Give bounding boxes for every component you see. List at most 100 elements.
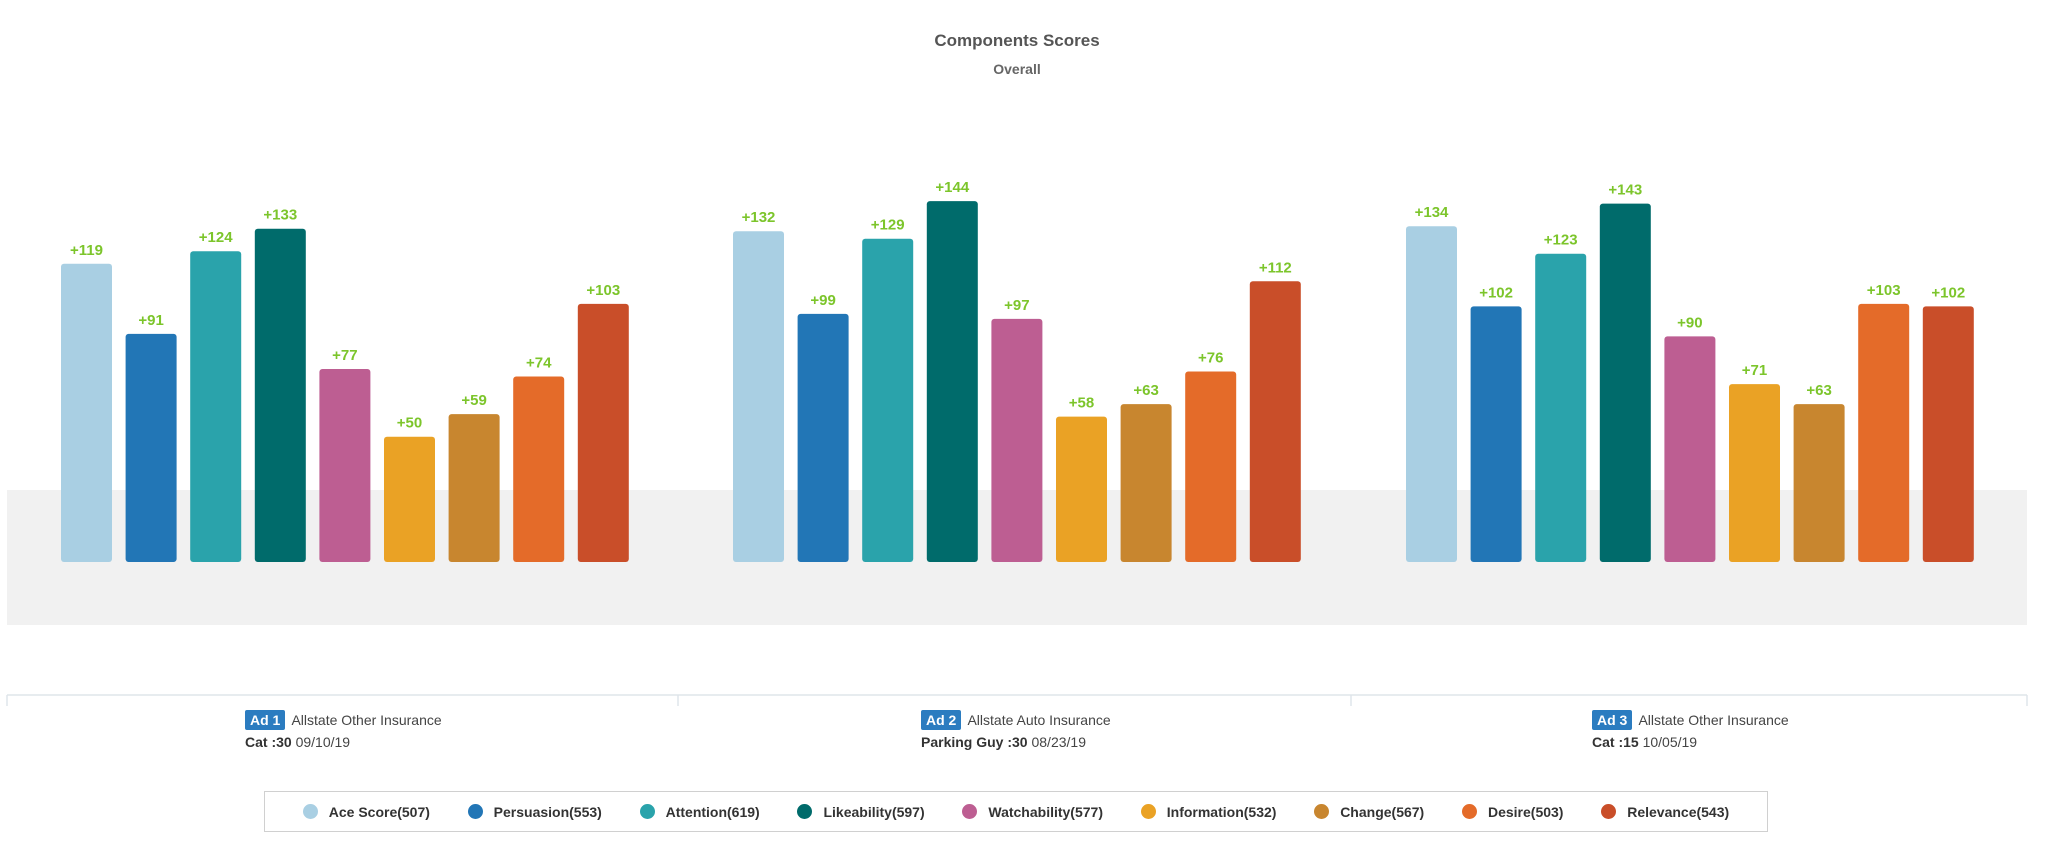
legend-item-ace-score[interactable]: Ace Score(507) [302, 803, 430, 820]
legend-label: Likeability(597) [823, 803, 925, 820]
bar-relevance[interactable] [1249, 281, 1301, 562]
bar-value-label: +76 [1198, 350, 1223, 367]
bar-relevance[interactable] [577, 303, 629, 562]
bar-value-label: +77 [332, 347, 357, 364]
ad-name: Allstate Auto Insurance [967, 712, 1111, 728]
ad-date: 10/05/19 [1642, 734, 1698, 750]
bar-value-label: +90 [1677, 314, 1702, 331]
bars-layer: +119 +91 +124 +133 +77 +50 +59 +74 +103 +132 +99 +1… [61, 179, 1974, 562]
legend-item-watchability[interactable]: Watchability(577) [962, 804, 1103, 820]
ad-badge: Ad 2 [921, 710, 962, 730]
bar-attention[interactable] [862, 238, 914, 562]
bar-likeability[interactable] [254, 228, 306, 562]
legend-swatch [467, 804, 483, 819]
bar-information[interactable] [1729, 384, 1780, 562]
bar-value-label: +59 [461, 392, 486, 409]
bar-value-label: +71 [1742, 362, 1767, 379]
legend-item-change[interactable]: Change(567) [1314, 804, 1424, 820]
bar-value-label: +119 [70, 242, 103, 259]
bar-value-label: +133 [263, 207, 297, 224]
ad-info-3: Ad 3 Allstate Other Insurance Cat :15 10… [1592, 709, 1789, 753]
bar-information[interactable] [1056, 416, 1107, 562]
bar-value-label: +129 [871, 217, 905, 234]
ad-badge: Ad 1 [245, 710, 286, 730]
legend-item-likeability[interactable]: Likeability(597) [797, 803, 925, 820]
bar-relevance[interactable] [1922, 306, 1974, 562]
bar-desire[interactable] [1185, 371, 1237, 563]
bar-value-label: +132 [742, 209, 776, 226]
legend-swatch [1601, 804, 1617, 819]
bar-likeability[interactable] [1599, 203, 1651, 562]
bar-persuasion[interactable] [797, 313, 849, 562]
ad-spot: Parking Guy :30 [921, 734, 1028, 750]
bar-value-label: +124 [199, 229, 233, 246]
bar-value-label: +102 [1479, 284, 1513, 301]
bar-persuasion[interactable] [125, 333, 177, 562]
legend-item-persuasion[interactable]: Persuasion(553) [467, 803, 602, 820]
bar-desire[interactable] [1858, 303, 1910, 562]
bar-value-label: +74 [526, 355, 552, 372]
legend-item-desire[interactable]: Desire(503) [1461, 803, 1564, 820]
bar-value-label: +97 [1004, 297, 1029, 314]
bar-value-label: +123 [1544, 232, 1578, 249]
legend: Ace Score(507) Persuasion(553) Attention… [264, 791, 1768, 832]
ad-badge: Ad 3 [1592, 710, 1633, 730]
ad-name: Allstate Other Insurance [291, 712, 442, 728]
legend-label: Relevance(543) [1627, 803, 1730, 820]
legend-swatch [1314, 804, 1330, 819]
component-scores-chart: Components Scores Overall +119 +91 +124 +13… [6, 31, 2028, 706]
bar-value-label: +143 [1608, 182, 1642, 199]
ad-name: Allstate Other Insurance [1638, 712, 1789, 728]
bar-value-label: +91 [138, 312, 163, 329]
bar-likeability[interactable] [926, 201, 978, 562]
legend-label: Desire(503) [1487, 803, 1564, 820]
bar-watchability[interactable] [319, 369, 371, 562]
legend-label: Persuasion(553) [493, 803, 602, 820]
bar-value-label: +50 [397, 415, 422, 432]
bar-value-label: +102 [1931, 284, 1965, 301]
bar-watchability[interactable] [1664, 336, 1716, 562]
bar-watchability[interactable] [991, 318, 1043, 562]
bar-attention[interactable] [190, 251, 242, 562]
legend-swatch [1140, 804, 1156, 819]
ad-info-2: Ad 2 Allstate Auto Insurance Parking Guy… [921, 709, 1111, 753]
bar-attention[interactable] [1535, 253, 1587, 562]
ad-spot: Cat :15 [1592, 734, 1639, 750]
legend-swatch [1461, 804, 1477, 819]
bar-value-label: +103 [1867, 282, 1901, 299]
bar-ace-score[interactable] [61, 263, 112, 562]
bar-information[interactable] [384, 436, 435, 562]
bar-ace-score[interactable] [733, 231, 784, 562]
legend-swatch [302, 804, 318, 819]
legend-swatch [797, 804, 813, 819]
bar-persuasion[interactable] [1470, 306, 1522, 562]
ad-info-1: Ad 1 Allstate Other Insurance Cat :30 09… [245, 709, 442, 753]
legend-label: Information(532) [1166, 803, 1277, 820]
bar-value-label: +99 [810, 292, 835, 309]
chart-subtitle: Overall [993, 61, 1040, 77]
legend-label: Watchability(577) [988, 803, 1103, 820]
legend-item-information[interactable]: Information(532) [1140, 803, 1277, 820]
legend-item-relevance[interactable]: Relevance(543) [1601, 804, 1729, 820]
bar-change[interactable] [1120, 404, 1172, 562]
ad-date: 08/23/19 [1031, 734, 1086, 750]
ad-spot: Cat :30 [245, 734, 292, 750]
bar-desire[interactable] [513, 376, 565, 563]
ad-date: 09/10/19 [295, 734, 351, 750]
chart-title: Components Scores [934, 31, 1099, 50]
bar-change[interactable] [448, 414, 500, 562]
bar-value-label: +58 [1069, 395, 1094, 412]
legend-swatch [639, 804, 655, 819]
legend-item-attention[interactable]: Attention(619) [639, 803, 760, 820]
bar-value-label: +134 [1415, 204, 1449, 221]
legend-swatch [962, 804, 978, 819]
legend-label: Attention(619) [665, 803, 760, 820]
bar-ace-score[interactable] [1406, 226, 1457, 562]
legend-label: Change(567) [1340, 803, 1425, 820]
bar-value-label: +144 [935, 179, 969, 196]
bar-change[interactable] [1793, 404, 1845, 562]
legend-label: Ace Score(507) [328, 803, 430, 820]
bar-value-label: +63 [1133, 382, 1158, 399]
bar-value-label: +103 [586, 282, 620, 299]
bar-value-label: +63 [1806, 382, 1831, 399]
